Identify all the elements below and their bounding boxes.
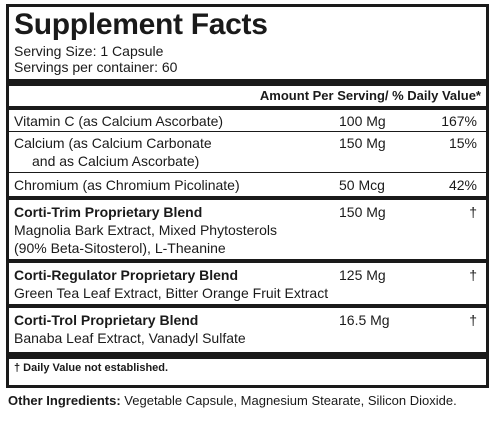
section-divider xyxy=(9,304,486,308)
blend-daily-value: † xyxy=(469,312,477,328)
thick-divider-bottom xyxy=(9,352,486,359)
nutrient-name: Calcium (as Calcium Carbonate xyxy=(14,135,212,151)
blend-ingredients: Green Tea Leaf Extract, Bitter Orange Fr… xyxy=(14,285,329,301)
thick-divider xyxy=(9,79,486,86)
other-ingredients-text: Vegetable Capsule, Magnesium Stearate, S… xyxy=(120,393,457,408)
blend-corti-regulator: Corti-Regulator Proprietary Blend Green … xyxy=(14,263,481,304)
blend-amount: 125 Mg xyxy=(339,267,386,283)
nutrient-amount: 150 Mg xyxy=(339,135,386,151)
blend-name: Corti-Regulator Proprietary Blend xyxy=(14,267,239,283)
nutrient-name-line2: and as Calcium Ascorbate) xyxy=(32,153,200,169)
blend-ingredients-line2: (90% Beta-Sitosterol), L-Theanine xyxy=(14,240,226,256)
other-ingredients-label: Other Ingredients: xyxy=(8,393,121,408)
nutrient-name: Chromium (as Chromium Picolinate) xyxy=(14,177,240,193)
blend-ingredients: Banaba Leaf Extract, Vanadyl Sulfate xyxy=(14,330,246,346)
header-divider xyxy=(9,106,486,110)
nutrient-name: Vitamin C (as Calcium Ascorbate) xyxy=(14,113,224,129)
blend-corti-trim: Corti-Trim Proprietary Blend Magnolia Ba… xyxy=(14,200,481,259)
blend-daily-value: † xyxy=(469,204,477,220)
row-divider xyxy=(9,172,486,173)
blend-amount: 16.5 Mg xyxy=(339,312,390,328)
nutrient-daily-value: 167% xyxy=(441,113,477,129)
column-header: Amount Per Serving/ % Daily Value* xyxy=(14,86,481,106)
other-ingredients: Other Ingredients: Vegetable Capsule, Ma… xyxy=(8,393,457,409)
blend-name: Corti-Trol Proprietary Blend xyxy=(14,312,199,328)
row-divider xyxy=(9,131,486,132)
column-header-text: Amount Per Serving/ % Daily Value* xyxy=(259,88,481,103)
nutrient-daily-value: 15% xyxy=(448,135,477,151)
section-divider xyxy=(9,196,486,200)
blend-daily-value: † xyxy=(469,267,477,283)
blend-name: Corti-Trim Proprietary Blend xyxy=(14,204,203,220)
blend-corti-trol: Corti-Trol Proprietary Blend Banaba Leaf… xyxy=(14,308,481,350)
daily-value-footnote: † Daily Value not established. xyxy=(14,362,169,374)
blend-ingredients: Magnolia Bark Extract, Mixed Phytosterol… xyxy=(14,222,277,238)
blend-amount: 150 Mg xyxy=(339,204,386,220)
nutrient-daily-value: 42% xyxy=(448,177,477,193)
nutrient-row-calcium: Calcium (as Calcium Carbonate and as Cal… xyxy=(14,132,481,172)
servings-per-container: Servings per container: 60 xyxy=(14,59,178,75)
panel-title: Supplement Facts xyxy=(14,8,268,41)
supplement-facts-panel: Supplement Facts Serving Size: 1 Capsule… xyxy=(6,4,489,388)
nutrient-row-chromium: Chromium (as Chromium Picolinate) 50 Mcg… xyxy=(14,173,481,196)
nutrient-row-vitamin-c: Vitamin C (as Calcium Ascorbate) 100 Mg … xyxy=(14,110,481,131)
section-divider xyxy=(9,259,486,263)
nutrient-amount: 100 Mg xyxy=(339,113,386,129)
nutrient-amount: 50 Mcg xyxy=(339,177,385,193)
serving-size: Serving Size: 1 Capsule xyxy=(14,43,164,59)
